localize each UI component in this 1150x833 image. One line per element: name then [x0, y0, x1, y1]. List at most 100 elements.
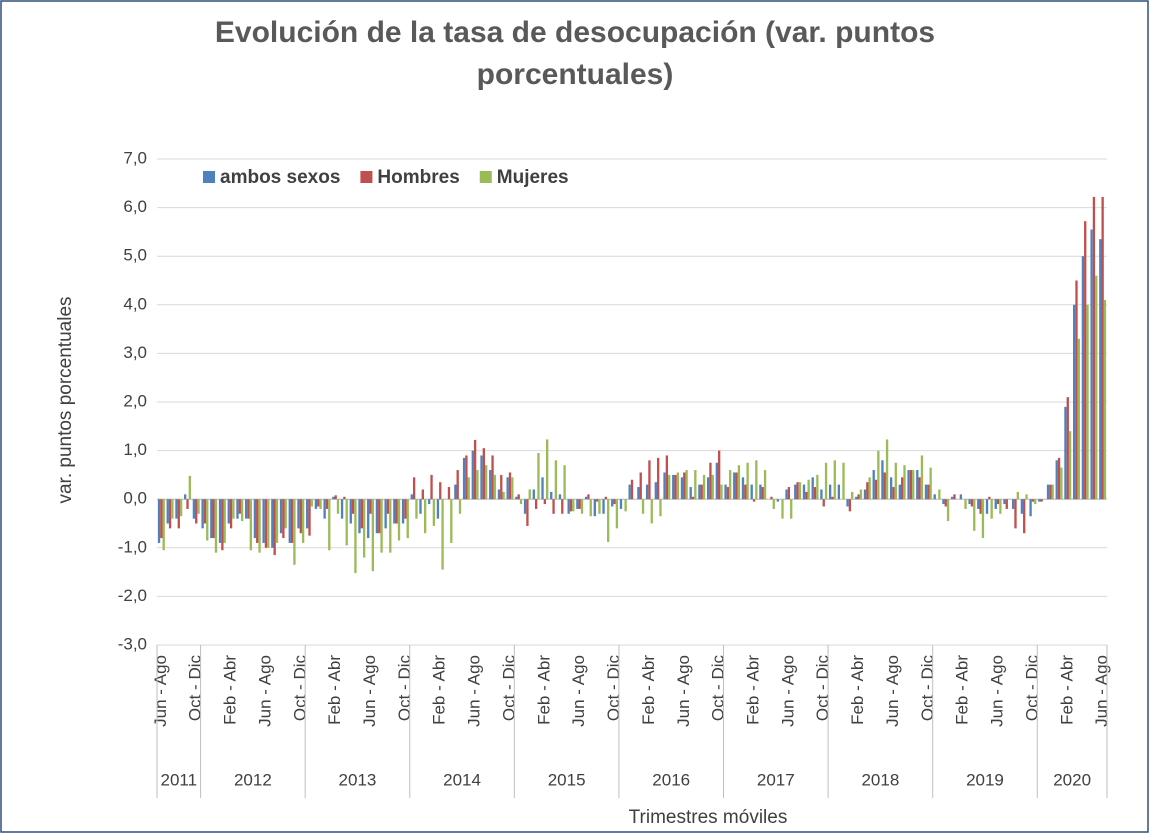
bar — [406, 499, 409, 539]
bar — [229, 499, 233, 529]
bar — [349, 499, 352, 524]
bar — [412, 477, 416, 500]
bar — [584, 496, 588, 500]
bar — [700, 484, 703, 500]
bar — [567, 499, 570, 514]
bar — [301, 499, 305, 543]
bar — [240, 499, 244, 522]
x-tick-label: Feb - Abr — [953, 655, 972, 725]
bar — [371, 499, 375, 572]
bar — [550, 491, 553, 500]
bar — [663, 472, 666, 500]
bar — [715, 462, 718, 500]
group-label: 2020 — [1053, 770, 1091, 789]
bar — [1038, 499, 1041, 502]
bar — [790, 499, 793, 519]
bar — [482, 448, 485, 500]
bar — [970, 499, 974, 507]
bar — [319, 499, 322, 509]
bar — [726, 487, 730, 500]
bar — [872, 470, 875, 500]
bar — [648, 460, 651, 500]
bar — [918, 477, 921, 500]
bar — [197, 499, 200, 514]
bar — [1005, 499, 1008, 509]
x-tick-label: Feb - Abr — [325, 655, 344, 725]
bar — [206, 499, 209, 541]
x-tick-label: Oct - Dic — [499, 655, 518, 722]
bar — [750, 484, 753, 500]
bar — [709, 462, 712, 500]
bar — [397, 499, 401, 541]
bar — [776, 499, 780, 502]
bar — [665, 455, 669, 500]
bar — [227, 499, 230, 524]
bar — [543, 499, 547, 505]
bar — [1086, 304, 1089, 500]
bar — [624, 499, 627, 512]
x-axis-label: Trimestres móviles — [629, 807, 788, 828]
group-label: 2019 — [966, 770, 1004, 789]
bar — [508, 472, 512, 500]
legend-swatch — [203, 171, 215, 183]
bar — [593, 499, 596, 517]
bar — [770, 496, 773, 500]
bar — [889, 477, 893, 500]
bar — [299, 499, 302, 534]
bar — [796, 482, 799, 500]
legend-label: ambos sexos — [220, 167, 340, 188]
bar — [798, 482, 802, 500]
bar — [484, 465, 488, 500]
bar — [959, 494, 963, 500]
bar — [332, 496, 335, 500]
bar — [650, 499, 653, 524]
bar — [924, 484, 928, 500]
bar — [184, 494, 187, 500]
bar — [569, 499, 573, 512]
bar — [212, 499, 215, 539]
bar — [362, 499, 366, 558]
bar — [325, 499, 329, 509]
bar — [848, 499, 852, 512]
x-tick-label: Oct - Dic — [709, 655, 728, 722]
bar — [273, 499, 276, 556]
bar — [288, 499, 291, 543]
bar — [290, 499, 294, 543]
bar — [598, 499, 601, 514]
group-label: 2013 — [339, 770, 377, 789]
bar — [491, 455, 494, 500]
bar — [668, 474, 671, 500]
bar — [794, 484, 797, 500]
bar — [802, 484, 806, 500]
bar — [195, 499, 198, 524]
bar — [587, 494, 590, 500]
bar — [528, 489, 531, 500]
group-label: 2015 — [548, 770, 586, 789]
x-tick-label: Jun - Ago — [151, 655, 170, 727]
bar — [702, 474, 706, 500]
bar — [354, 499, 357, 574]
bar — [805, 491, 808, 500]
bar — [450, 499, 453, 543]
bar — [604, 496, 608, 500]
bar — [892, 487, 895, 500]
bar — [994, 499, 997, 509]
bar — [916, 470, 919, 500]
bar — [1084, 221, 1087, 500]
legend-swatch — [360, 171, 373, 183]
bar — [439, 482, 442, 500]
bar — [676, 472, 680, 500]
bar — [328, 499, 331, 551]
bar — [308, 499, 311, 536]
bar — [502, 491, 505, 500]
bar — [877, 450, 880, 500]
bar — [462, 457, 466, 500]
bar — [221, 499, 224, 551]
bar — [188, 475, 191, 500]
bar — [920, 455, 924, 500]
bar — [761, 487, 764, 500]
bar — [493, 474, 497, 500]
y-tick-label: 6,0 — [123, 197, 147, 216]
